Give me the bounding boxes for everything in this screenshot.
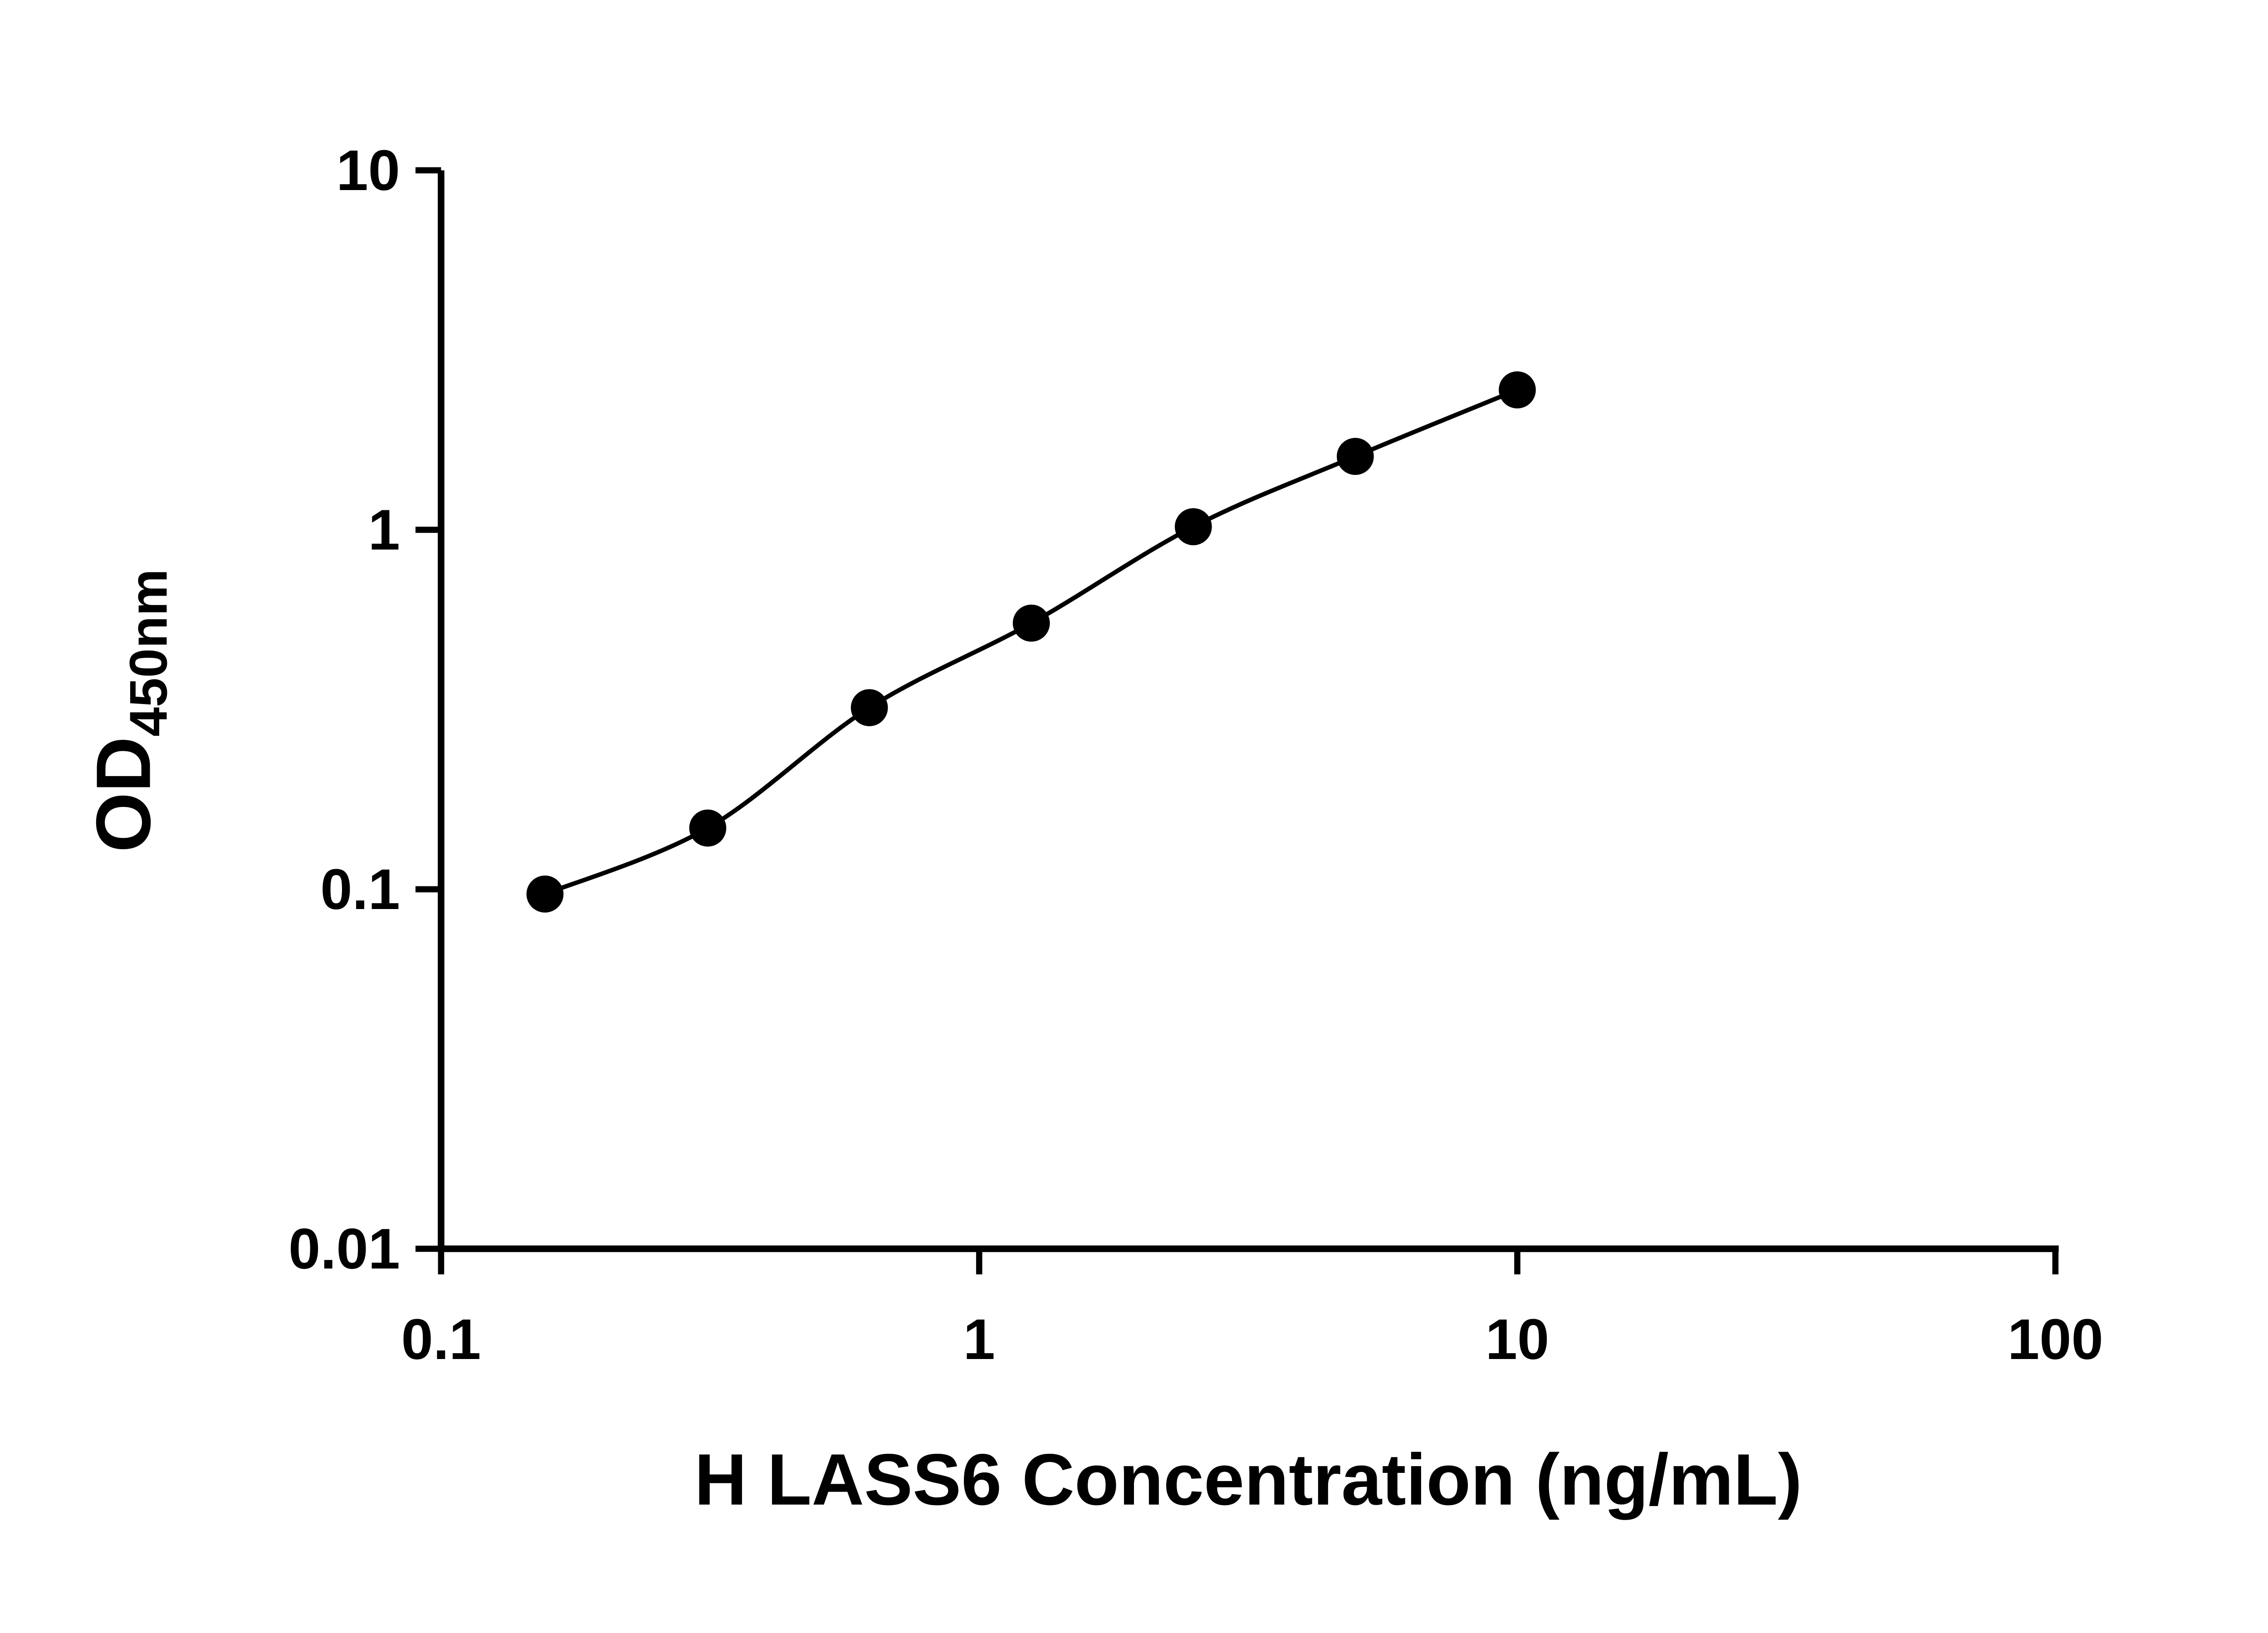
- data-point: [850, 689, 888, 726]
- data-point: [1499, 371, 1536, 409]
- axis-lines: [438, 170, 2059, 1252]
- fitted-curve: [544, 388, 1518, 896]
- data-points: [526, 371, 1536, 913]
- x-tick-label: 1: [963, 1307, 995, 1371]
- x-axis-label: H LASS6 Concentration (ng/mL): [694, 1439, 1802, 1520]
- x-tick-label: 100: [2008, 1307, 2103, 1371]
- data-point: [689, 809, 727, 847]
- y-axis-label-subscript: 450nm: [119, 569, 178, 737]
- y-axis-label: OD450nm: [81, 569, 178, 852]
- y-tick-label: 10: [336, 138, 400, 202]
- y-tick-label: 0.01: [288, 1217, 400, 1281]
- x-tick-label: 0.1: [401, 1307, 481, 1371]
- y-tick-label: 0.1: [320, 857, 400, 921]
- data-point: [1012, 604, 1050, 642]
- data-point: [1174, 508, 1212, 545]
- axis-ticks: [415, 167, 2059, 1275]
- y-axis-label-main: OD: [81, 737, 167, 852]
- curve-line: [544, 388, 1518, 896]
- y-tick-label: 1: [368, 498, 400, 562]
- data-point: [1337, 438, 1374, 475]
- data-point: [526, 875, 564, 913]
- x-tick-label: 10: [1486, 1307, 1549, 1371]
